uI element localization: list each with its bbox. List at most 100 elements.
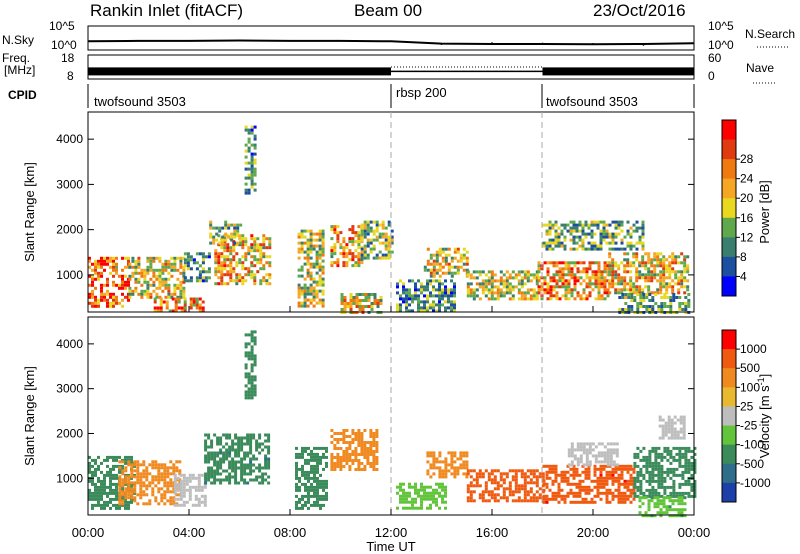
power-cell xyxy=(429,282,432,286)
velocity-cell xyxy=(213,451,217,455)
velocity-cell xyxy=(614,488,618,492)
power-cell xyxy=(351,240,355,244)
power-cell xyxy=(617,279,621,283)
power-cell xyxy=(340,308,344,311)
power-cell xyxy=(143,271,147,275)
velocity-cell xyxy=(465,463,469,467)
power-cell xyxy=(363,223,367,227)
power-cell xyxy=(358,299,362,302)
power-cell xyxy=(487,297,491,301)
power-cell xyxy=(256,246,260,250)
power-cell xyxy=(253,182,257,186)
power-cell xyxy=(472,294,476,298)
power-cell xyxy=(262,237,266,241)
power-cell xyxy=(312,232,316,236)
velocity-cell xyxy=(240,466,244,470)
power-cell xyxy=(611,235,615,239)
velocity-cell xyxy=(663,491,667,495)
velocity-cell xyxy=(414,482,417,486)
power-cell xyxy=(315,244,319,248)
power-cell xyxy=(109,256,112,260)
power-cell xyxy=(309,262,313,266)
velocity-cell xyxy=(672,479,676,483)
velocity-cell xyxy=(456,466,460,470)
power-cell xyxy=(469,276,473,280)
power-cell xyxy=(429,262,433,266)
velocity-cell xyxy=(169,460,173,464)
power-cell xyxy=(247,273,251,277)
velocity-cell xyxy=(213,469,217,473)
power-ytick-label: 3000 xyxy=(56,177,83,191)
velocity-cell xyxy=(253,363,257,367)
velocity-cell xyxy=(225,475,229,479)
velocity-cell xyxy=(182,476,186,480)
velocity-cell xyxy=(169,490,173,494)
velocity-cell xyxy=(605,491,609,495)
power-cell xyxy=(256,261,260,265)
power-cell xyxy=(493,285,497,289)
velocity-cell xyxy=(136,466,140,470)
power-cell xyxy=(253,282,257,286)
power-cell xyxy=(297,301,301,305)
power-cell xyxy=(435,271,439,275)
velocity-cell xyxy=(578,488,582,492)
power-cell xyxy=(599,238,603,242)
power-cell xyxy=(250,249,254,253)
velocity-cell xyxy=(429,451,433,455)
velocity-cell xyxy=(484,487,488,491)
power-cell xyxy=(259,246,263,250)
velocity-cell xyxy=(606,448,610,452)
velocity-cell xyxy=(490,490,494,494)
power-cell xyxy=(149,268,153,272)
power-cell xyxy=(170,256,174,260)
velocity-cell xyxy=(121,472,125,476)
power-cell xyxy=(360,256,364,260)
power-cell xyxy=(557,241,561,245)
power-cell xyxy=(367,305,371,308)
velocity-cell xyxy=(249,460,253,464)
power-cell xyxy=(182,289,186,293)
power-cell xyxy=(94,271,97,275)
velocity-cell xyxy=(636,470,640,474)
velocity-cell xyxy=(484,481,488,485)
power-cell xyxy=(617,220,621,224)
velocity-cell xyxy=(660,455,664,459)
power-cell xyxy=(174,300,178,304)
velocity-cell xyxy=(606,442,610,446)
power-cell xyxy=(88,256,91,260)
velocity-cell xyxy=(657,455,661,459)
velocity-cell xyxy=(130,463,134,467)
power-cell xyxy=(300,247,304,251)
power-cell xyxy=(438,291,441,295)
power-cell xyxy=(221,235,225,239)
power-cell xyxy=(253,134,257,138)
power-cell xyxy=(687,302,691,305)
power-cell xyxy=(563,247,567,251)
power-cell xyxy=(617,223,621,227)
velocity-cell xyxy=(216,466,220,470)
velocity-cell xyxy=(523,499,527,503)
velocity-cell xyxy=(563,470,567,474)
power-cell xyxy=(364,305,368,308)
power-cell xyxy=(552,279,556,283)
velocity-cell xyxy=(617,491,621,495)
velocity-cell xyxy=(354,447,358,450)
power-cell xyxy=(321,283,325,287)
power-cell xyxy=(543,279,547,283)
power-cell xyxy=(502,273,506,277)
power-cell xyxy=(641,229,645,233)
power-cell xyxy=(576,261,580,265)
velocity-cell xyxy=(526,490,530,494)
xtick-label: 04:00 xyxy=(173,525,206,540)
power-cell xyxy=(453,271,457,275)
velocity-cell xyxy=(166,487,170,491)
power-cell xyxy=(201,267,205,271)
velocity-cell xyxy=(617,467,621,471)
velocity-cell xyxy=(684,449,688,453)
velocity-cell xyxy=(151,481,155,485)
power-cell xyxy=(146,289,150,293)
power-cell xyxy=(555,291,559,295)
power-cell xyxy=(339,252,343,256)
power-cell xyxy=(167,295,171,299)
